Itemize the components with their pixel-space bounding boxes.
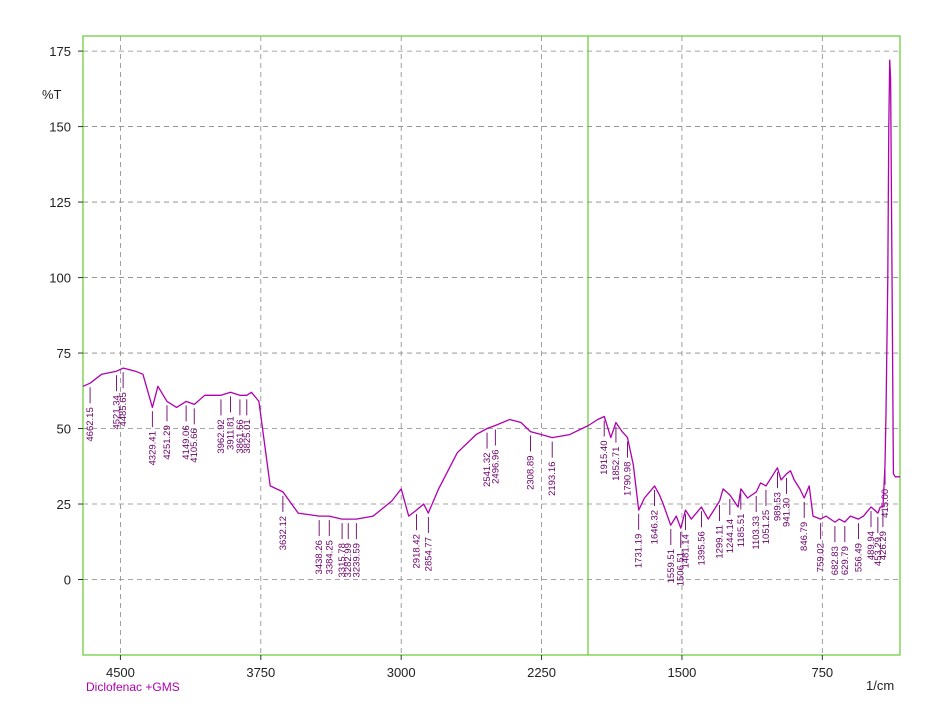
peak-label: 2308.89 [526, 456, 537, 490]
peak-label: 3861.66 [235, 419, 246, 453]
peak-label: 415.00 [880, 489, 891, 518]
peak-label: 1559.51 [666, 549, 677, 583]
peak-label: 682.83 [830, 546, 841, 575]
peak-label: 1299.11 [715, 525, 726, 559]
peak-label: 1185.51 [736, 514, 747, 548]
peak-label: 3825.01 [242, 419, 253, 453]
peak-label: 941.30 [782, 498, 793, 527]
peak-label: 4485.65 [118, 392, 129, 426]
peak-label: 1731.19 [634, 534, 645, 568]
x-axis-ticks: 4500 3750 3000 2250 1500 750 [106, 655, 833, 680]
peak-label: 2193.16 [547, 462, 558, 496]
peak-label: 4662.15 [85, 407, 96, 441]
x-tick-label: 3750 [246, 665, 275, 680]
peak-label: 3438.26 [314, 540, 325, 574]
x-tick-label: 750 [811, 665, 833, 680]
peak-label: 1395.56 [696, 531, 707, 565]
y-tick-label: 125 [49, 195, 71, 210]
x-tick-label: 1500 [667, 665, 696, 680]
y-axis-label: %T [42, 87, 62, 102]
y-tick-label: 75 [57, 346, 71, 361]
peak-label: 4251.29 [162, 425, 173, 459]
peak-label: 3282.99 [343, 543, 354, 577]
peak-label: 1103.33 [751, 516, 762, 550]
peak-label: 556.49 [854, 543, 865, 572]
frame-border [82, 35, 901, 656]
x-tick-label: 2250 [527, 665, 556, 680]
peak-label: 1852.71 [611, 447, 622, 481]
peak-label: 3962.92 [216, 419, 227, 453]
peak-label: 426.29 [878, 531, 889, 560]
peak-label: 1481.14 [680, 534, 691, 568]
sample-label: Diclofenac +GMS [86, 680, 180, 694]
peak-label: 1646.32 [650, 510, 661, 544]
peak-label: 1506.51 [676, 552, 687, 586]
peak-label: 1051.25 [761, 510, 772, 544]
peak-label: 489.94 [866, 531, 877, 560]
peak-label: 2854.77 [423, 537, 434, 571]
plot-frame [82, 35, 901, 656]
y-tick-label: 150 [49, 120, 71, 135]
grid-lines [83, 36, 900, 655]
x-tick-label: 4500 [106, 665, 135, 680]
peak-label: 1915.40 [599, 440, 610, 474]
peak-label: 3315.78 [337, 543, 348, 577]
peak-label: 759.02 [816, 543, 827, 572]
y-tick-label: 0 [64, 573, 71, 588]
peak-label: 2918.42 [411, 534, 422, 568]
peak-label: 3384.25 [324, 540, 335, 574]
y-axis-ticks: 0 25 50 75 100 125 150 175 [49, 44, 83, 588]
peak-label: 3911.81 [226, 416, 237, 450]
y-tick-label: 50 [57, 422, 71, 437]
y-tick-label: 25 [57, 497, 71, 512]
peak-label: 3239.59 [351, 543, 362, 577]
peak-label: 2496.96 [490, 450, 501, 484]
peak-label: 453.29 [873, 537, 884, 566]
peak-label: 1244.14 [725, 519, 736, 553]
y-tick-label: 100 [49, 271, 71, 286]
peak-label: 989.53 [772, 492, 783, 521]
spectrum-series [82, 59, 900, 529]
peak-label: 846.79 [799, 522, 810, 551]
peak-label: 4521.34 [111, 395, 122, 429]
peak-label: 4329.41 [147, 431, 158, 465]
spectrum-line [82, 59, 900, 529]
peak-label: 4105.66 [189, 428, 200, 462]
x-axis-label: 1/cm [866, 678, 894, 693]
peak-label: 4149.06 [181, 425, 192, 459]
peak-label: 3632.12 [278, 516, 289, 550]
peak-label: 1790.98 [622, 462, 633, 496]
y-tick-label: 175 [49, 44, 71, 59]
peak-label: 629.79 [840, 546, 851, 575]
peak-label: 2541.32 [482, 453, 493, 487]
x-tick-label: 3000 [387, 665, 416, 680]
